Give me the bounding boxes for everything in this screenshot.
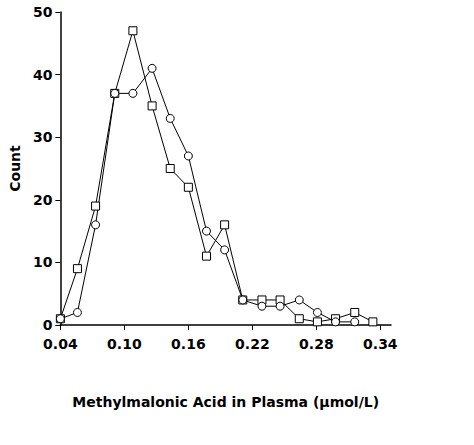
svg-text:Methylmalonic Acid in Plasma (: Methylmalonic Acid in Plasma (µmol/L) [72, 394, 379, 410]
svg-text:0.04: 0.04 [43, 336, 78, 352]
svg-text:0.16: 0.16 [171, 336, 206, 352]
svg-text:50: 50 [33, 4, 53, 20]
svg-text:30: 30 [33, 129, 53, 145]
svg-text:40: 40 [33, 67, 53, 83]
svg-text:0.28: 0.28 [299, 336, 334, 352]
svg-text:0: 0 [43, 317, 53, 333]
svg-text:0.10: 0.10 [107, 336, 142, 352]
svg-text:20: 20 [33, 192, 53, 208]
svg-text:Count: Count [7, 145, 23, 192]
svg-text:0.22: 0.22 [235, 336, 270, 352]
svg-text:0.34: 0.34 [363, 336, 398, 352]
svg-text:10: 10 [33, 254, 53, 270]
